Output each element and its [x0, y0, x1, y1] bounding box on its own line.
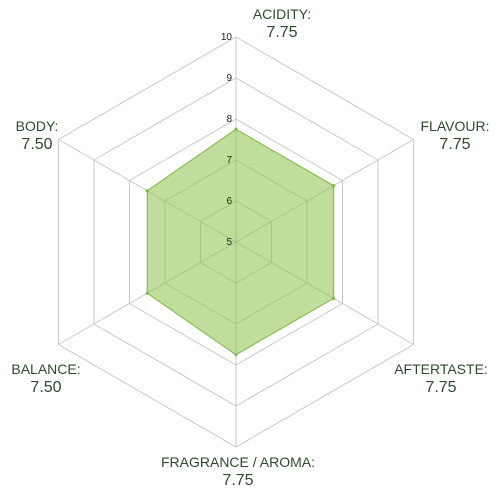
category-name: BODY:: [15, 118, 59, 134]
category-name: AFTERTASTE:: [394, 361, 488, 377]
data-point: [145, 189, 149, 193]
tick-label: 5: [226, 237, 232, 248]
category-label: BODY: 7.50: [16, 119, 59, 153]
tick-label: 10: [221, 32, 233, 43]
category-label: FLAVOUR: 7.75: [421, 119, 490, 153]
category-label: BALANCE: 7.50: [11, 362, 80, 396]
category-name: BALANCE:: [11, 361, 81, 377]
category-label: FRAGRANCE / AROMA: 7.75: [161, 455, 315, 489]
category-label: ACIDITY: 7.75: [253, 7, 311, 41]
category-value: 7.75: [266, 24, 298, 41]
radial-axis-ticks: 5 6 7 8 9 10: [221, 32, 233, 248]
data-point: [332, 296, 336, 300]
category-value: 7.75: [439, 136, 471, 153]
tick-label: 8: [226, 114, 232, 125]
data-point: [234, 353, 238, 357]
radar-data-layer: [145, 127, 336, 357]
category-value: 7.50: [21, 136, 53, 153]
data-point: [332, 184, 336, 188]
data-point: [145, 291, 149, 295]
data-series-area: [146, 128, 335, 356]
category-value: 7.75: [425, 379, 457, 396]
category-value: 7.75: [222, 472, 254, 489]
category-value: 7.50: [30, 379, 62, 396]
tick-label: 6: [226, 196, 232, 207]
data-point: [234, 127, 238, 131]
tick-label: 9: [226, 73, 232, 84]
category-name: FLAVOUR:: [420, 118, 490, 134]
category-name: FRAGRANCE / AROMA:: [160, 454, 316, 470]
category-name: ACIDITY:: [252, 6, 312, 22]
category-label: AFTERTASTE: 7.75: [394, 362, 488, 396]
tick-label: 7: [226, 155, 232, 166]
